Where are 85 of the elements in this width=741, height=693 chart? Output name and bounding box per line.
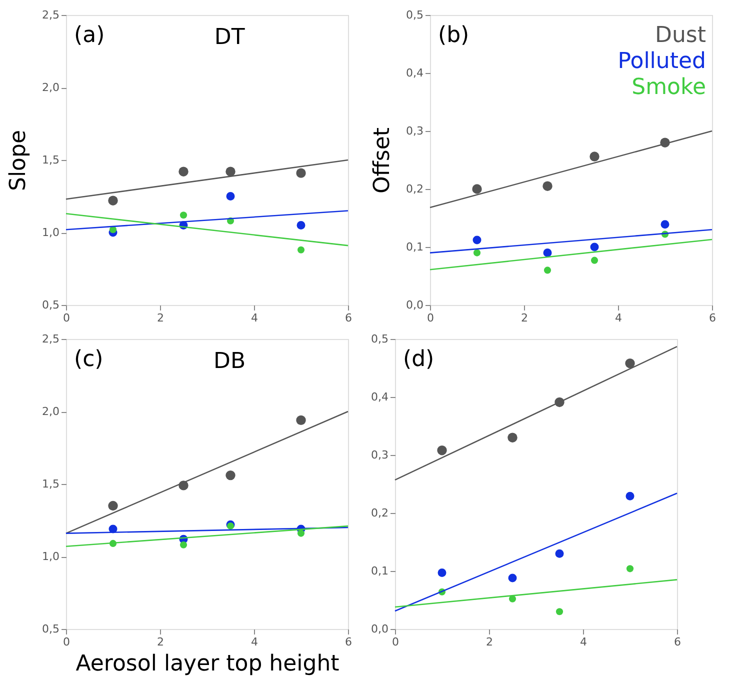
x-tick-label: 2 — [521, 312, 528, 324]
x-tick-label: 6 — [345, 312, 352, 324]
point — [226, 470, 236, 480]
y-tick-label: 1,5 — [42, 478, 60, 490]
x-tick-label: 0 — [63, 636, 70, 648]
point — [226, 522, 234, 530]
y-tick-label: 0,5 — [42, 298, 60, 312]
point — [555, 549, 564, 558]
text: Dust — [655, 23, 706, 48]
y-tick-label: 0,2 — [406, 182, 424, 196]
point — [508, 574, 517, 582]
point — [297, 246, 305, 254]
point — [296, 168, 306, 178]
y-tick-label: 1,5 — [42, 154, 60, 166]
point — [437, 446, 447, 456]
y-tick-label: 1,0 — [42, 226, 60, 239]
point — [178, 166, 188, 176]
y-tick-label: 0,4 — [371, 390, 388, 404]
point — [180, 541, 188, 548]
point — [543, 248, 552, 258]
x-tick-label: 2 — [486, 636, 493, 648]
x-tick-label: 4 — [615, 312, 622, 324]
y-tick-label: 0,2 — [371, 506, 388, 520]
point — [108, 500, 118, 511]
point — [472, 184, 482, 194]
point — [438, 568, 446, 577]
point — [297, 530, 305, 537]
point — [660, 220, 670, 229]
point — [472, 236, 482, 244]
annotation: (d) — [403, 347, 434, 372]
y-tick-label: 0,1 — [406, 240, 424, 254]
point — [542, 181, 552, 191]
point — [226, 192, 235, 200]
y-axis-title: Slope — [6, 130, 32, 192]
point — [508, 595, 516, 602]
point — [180, 212, 188, 219]
point — [590, 242, 599, 252]
text: Polluted — [618, 49, 706, 74]
annotation: (c) — [74, 347, 104, 372]
x-tick-label: 6 — [709, 312, 716, 324]
x-tick-label: 6 — [345, 636, 352, 648]
text: Smoke — [632, 75, 706, 100]
point — [473, 249, 481, 256]
x-tick-label: 4 — [251, 636, 258, 648]
annotation: DB — [214, 349, 246, 374]
y-tick-label: 0,3 — [371, 448, 388, 462]
point — [590, 256, 598, 264]
point — [108, 196, 118, 206]
annotation: DT — [214, 25, 246, 50]
y-tick-label: 0,5 — [371, 332, 388, 346]
point — [626, 565, 634, 572]
point — [296, 221, 306, 230]
x-tick-label: 0 — [392, 636, 399, 648]
y-tick-label: 0,3 — [406, 124, 424, 138]
point — [109, 226, 117, 234]
x-tick-label: 0 — [63, 312, 70, 324]
point — [590, 152, 600, 162]
y-tick-label: 2,0 — [42, 405, 60, 418]
x-tick-label: 0 — [427, 312, 434, 324]
y-tick-label: 2,5 — [42, 8, 60, 22]
y-tick-label: 0,5 — [42, 622, 60, 636]
annotation: (b) — [438, 23, 470, 48]
y-tick-label: 0,1 — [371, 564, 388, 578]
x-tick-label: 4 — [580, 636, 587, 648]
y-tick-label: 1,0 — [42, 550, 60, 563]
x-tick-label: 2 — [157, 312, 164, 324]
point — [626, 492, 634, 500]
point — [544, 266, 552, 274]
y-tick-label: 2,5 — [42, 332, 60, 346]
x-tick-label: 2 — [157, 636, 164, 648]
y-tick-label: 2,0 — [42, 81, 60, 94]
point — [296, 415, 306, 426]
x-tick-label: 4 — [251, 312, 258, 324]
x-tick-label: 6 — [674, 636, 681, 648]
annotation: (a) — [74, 23, 105, 48]
point — [226, 166, 236, 176]
point — [508, 432, 518, 442]
point — [556, 608, 564, 616]
y-tick-label: 0,4 — [406, 66, 424, 80]
point — [625, 358, 635, 368]
y-axis-title: Offset — [370, 127, 396, 194]
y-tick-label: 0,0 — [371, 622, 388, 636]
y-tick-label: 0,5 — [406, 8, 424, 22]
x-axis-title: Aerosol layer top height — [76, 652, 340, 676]
y-tick-label: 0,0 — [406, 298, 424, 312]
